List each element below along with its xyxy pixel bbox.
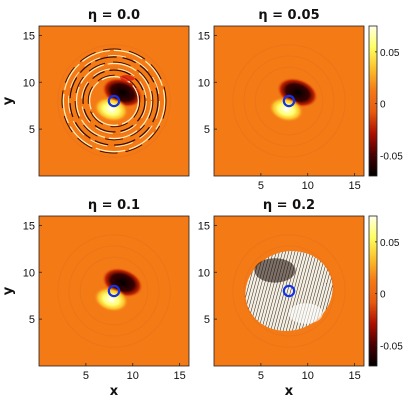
- colorbar-tick-label: 0.05: [380, 238, 400, 249]
- x-axis-label: x: [285, 384, 294, 399]
- y-tick-label: 5: [204, 124, 210, 136]
- y-axis-label: y: [1, 96, 16, 105]
- texture-ring: [232, 44, 346, 158]
- texture-ring: [57, 44, 171, 158]
- axes-frame: [38, 215, 190, 367]
- ripple-ring: [62, 49, 166, 153]
- colorbar-gradient: [368, 215, 378, 367]
- bright-lobe: [268, 96, 304, 123]
- y-tick-label: 5: [29, 124, 35, 136]
- heatmap-field: [214, 26, 364, 176]
- heatmap-field: [39, 26, 189, 176]
- axes-frame: [213, 215, 365, 367]
- panel-0: η = 0.0 5 10 15 y: [1, 8, 190, 177]
- x-tick-label: 15: [349, 370, 361, 382]
- y-tick-label: 15: [198, 30, 210, 42]
- panel-title: η = 0.0: [88, 8, 140, 23]
- colorbar-tick-label: -0.05: [380, 151, 403, 162]
- x-tick-label: 10: [302, 180, 314, 192]
- texture-ring: [79, 66, 149, 136]
- ripple-ring: [75, 62, 153, 140]
- texture-ring: [68, 245, 160, 337]
- ripple-ring: [82, 69, 146, 133]
- x-tick-label: 5: [83, 370, 89, 382]
- axes-frame: [213, 25, 365, 177]
- texture-ring: [57, 234, 171, 348]
- colorbar-tick-label: 0: [380, 100, 386, 111]
- axes-frame: [38, 25, 190, 177]
- colorbar: 0.05 0 -0.05: [368, 215, 403, 367]
- y-tick-label: 15: [23, 220, 35, 232]
- ripple-ring: [81, 68, 147, 134]
- panel-title: η = 0.05: [258, 8, 319, 23]
- x-tick-label: 15: [174, 370, 186, 382]
- texture-ring: [79, 256, 149, 326]
- y-tick-label: 15: [198, 220, 210, 232]
- bright-lobe: [93, 96, 129, 123]
- panel-2: η = 0.1 5 10 15 5 10 15 y x: [1, 198, 190, 399]
- y-tick-label: 15: [23, 30, 35, 42]
- ripple-ring: [74, 61, 154, 141]
- vortex-center-marker: [107, 94, 121, 108]
- heatmap-field: [214, 216, 364, 366]
- noise-dark-patch: [254, 258, 296, 283]
- colorbar-gradient: [368, 25, 378, 177]
- texture-ring: [254, 66, 324, 136]
- y-tick-label: 10: [23, 267, 35, 279]
- red-patch: [119, 75, 136, 82]
- colorbar-tick-label: 0.05: [380, 48, 400, 59]
- ripple-ring: [87, 74, 141, 128]
- panel-3: η = 0.2 5 10 15 5 10 15 x: [198, 198, 365, 399]
- vortex-center-marker: [282, 284, 296, 298]
- ripple-ring: [69, 56, 159, 146]
- y-tick-label: 10: [23, 77, 35, 89]
- panel-title: η = 0.1: [88, 198, 140, 213]
- panel-1: η = 0.05 5 10 15 5 10 15: [198, 8, 365, 192]
- x-tick-label: 10: [302, 370, 314, 382]
- texture-ring: [243, 55, 335, 147]
- colorbar-tick-label: -0.05: [380, 341, 403, 352]
- y-tick-label: 10: [198, 267, 210, 279]
- vortex-center-marker: [282, 94, 296, 108]
- colorbar: 0.05 0 -0.05: [368, 25, 403, 177]
- noise-bright-patch: [289, 303, 323, 324]
- heatmap-field: [39, 216, 189, 366]
- y-tick-label: 5: [204, 314, 210, 326]
- y-tick-label: 5: [29, 314, 35, 326]
- texture-ring: [243, 245, 335, 337]
- vortex-center-marker: [107, 284, 121, 298]
- x-tick-label: 5: [258, 180, 264, 192]
- colorbar-tick-label: 0: [380, 290, 386, 301]
- x-tick-label: 15: [349, 180, 361, 192]
- bright-lobe: [93, 286, 129, 313]
- y-tick-label: 10: [198, 77, 210, 89]
- x-tick-label: 5: [258, 370, 264, 382]
- y-axis-label: y: [1, 286, 16, 295]
- x-axis-label: x: [110, 384, 119, 399]
- texture-ring: [232, 234, 346, 348]
- x-tick-label: 10: [127, 370, 139, 382]
- ripple-ring: [89, 76, 139, 126]
- ripple-ring: [68, 55, 160, 147]
- panel-title: η = 0.2: [263, 198, 315, 213]
- ripple-ring: [61, 48, 167, 154]
- texture-ring: [68, 55, 160, 147]
